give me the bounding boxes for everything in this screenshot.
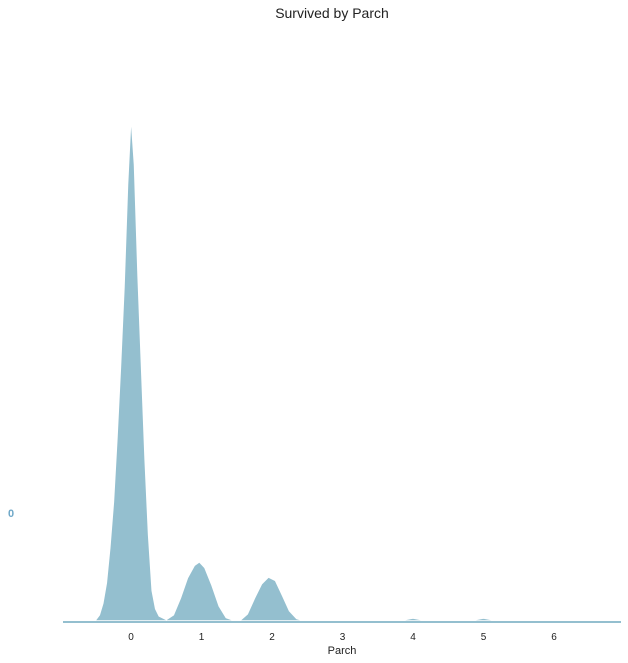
chart-title: Survived by Parch bbox=[275, 5, 389, 21]
x-tick-label-6: 6 bbox=[551, 632, 557, 643]
x-tick-label-0: 0 bbox=[128, 632, 134, 643]
x-tick-label-5: 5 bbox=[481, 632, 487, 643]
density-layer bbox=[66, 113, 622, 622]
x-tick-label-3: 3 bbox=[340, 632, 346, 643]
x-tick-label-1: 1 bbox=[199, 632, 205, 643]
x-tick-label-2: 2 bbox=[269, 632, 275, 643]
density-area-series-0 bbox=[66, 113, 622, 622]
x-tick-label-4: 4 bbox=[410, 632, 416, 643]
x-axis-label: Parch bbox=[328, 645, 357, 657]
x-tick-labels: 0 1 2 3 4 5 6 bbox=[128, 632, 557, 643]
row-label-0: 0 bbox=[8, 508, 14, 520]
